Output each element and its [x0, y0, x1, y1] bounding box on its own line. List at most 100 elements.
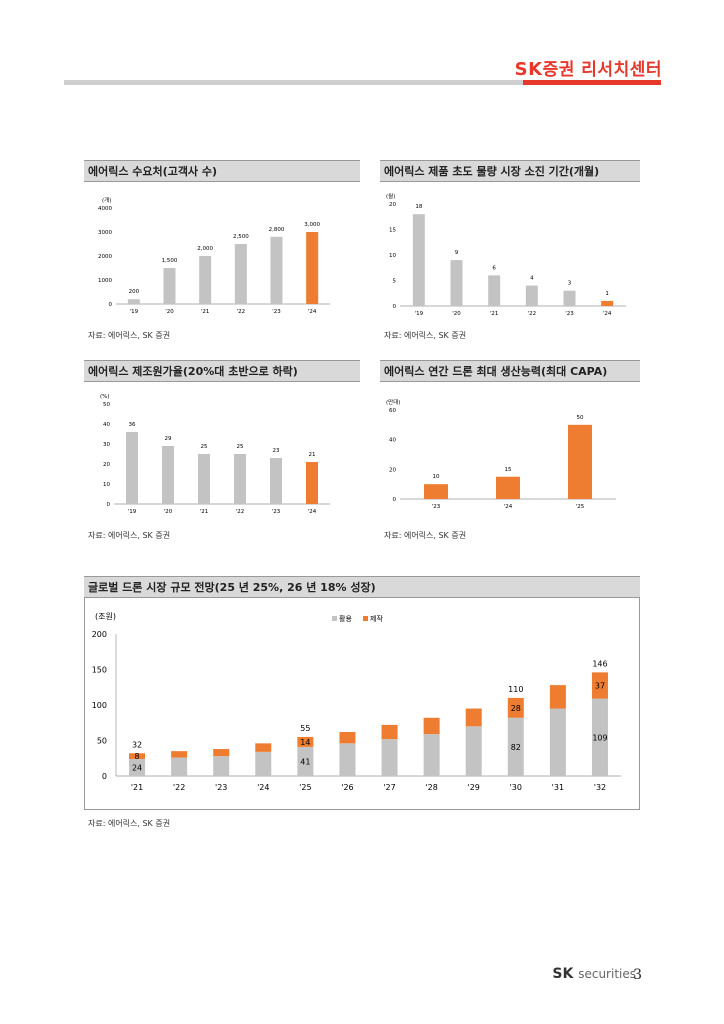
chart-customers: (개) 0 1000 2000 3000 4000 200 '19 1,500 '20 2,000 '… [98, 196, 330, 315]
source-cost: 자료: 에어릭스, SK 증권 [88, 531, 171, 540]
capa-xtick-1: '24 [504, 504, 513, 510]
cost-bar-0 [126, 432, 138, 504]
chart-sellout: (월) 0 5 10 15 20 18 '19 9 '20 6 '21 4 '22 3 '23 1 '24 [386, 192, 626, 317]
global-bar-production-3 [255, 743, 272, 752]
source-customers: 자료: 에어릭스, SK 증권 [88, 331, 171, 340]
capa-bar-0 [424, 484, 448, 499]
global-xtick-11: '32 [594, 783, 606, 792]
sellout-xtick-5: '24 [603, 311, 612, 317]
sellout-xtick-1: '20 [452, 311, 461, 317]
customers-label-2: 2,000 [197, 246, 213, 252]
source-sellout: 자료: 에어릭스, SK 증권 [384, 331, 467, 340]
sellout-bar-3 [525, 285, 538, 306]
global-label-usage-0: 24 [132, 763, 142, 772]
global-xtick-1: '22 [173, 783, 185, 792]
cost-bar-5 [306, 462, 318, 504]
sellout-bar-1 [450, 260, 463, 306]
global-label-total-4: 55 [300, 724, 310, 733]
sellout-ytick-0: 0 [393, 304, 397, 310]
global-bar-production-8 [465, 708, 482, 727]
cost-bar-1 [162, 446, 174, 504]
capa-xtick-2: '25 [576, 504, 585, 510]
capa-ytick-0: 0 [393, 497, 397, 503]
global-xtick-4: '25 [299, 783, 311, 792]
customers-ytick-1: 1000 [98, 278, 112, 284]
global-label-total-9: 110 [508, 685, 523, 694]
global-bar-production-5 [339, 731, 356, 744]
sellout-label-1: 9 [455, 250, 459, 256]
cost-xtick-2: '21 [200, 509, 209, 515]
sellout-label-2: 6 [492, 265, 496, 271]
cost-xtick-0: '19 [128, 509, 137, 515]
cost-bar-3 [234, 454, 246, 504]
capa-unit: (만대) [386, 398, 400, 406]
global-bar-usage-5 [339, 743, 356, 776]
global-label-production-4: 14 [300, 738, 310, 747]
legend-swatch-production [363, 616, 368, 621]
capa-bar-1 [496, 476, 520, 499]
global-xtick-0: '21 [131, 783, 143, 792]
customers-bar-4 [270, 236, 283, 304]
cost-ytick-0: 0 [107, 502, 111, 508]
cost-unit: (%) [100, 394, 110, 400]
customers-label-5: 3,000 [304, 222, 320, 228]
global-bar-usage-10 [549, 708, 566, 776]
capa-ytick-1: 20 [389, 467, 396, 473]
global-ytick-4: 200 [92, 630, 107, 639]
brand-logo: SK증권 리서치센터 [515, 55, 662, 80]
panel-title-global: 글로벌 드론 시장 규모 전망(25 년 25%, 26 년 18% 성장) [84, 576, 640, 598]
capa-label-0: 10 [433, 474, 440, 480]
global-bar-production-2 [213, 749, 230, 757]
sellout-ytick-1: 5 [393, 279, 397, 285]
global-bar-production-7 [423, 717, 440, 735]
global-bar-production-9 [507, 697, 524, 718]
global-ytick-1: 50 [97, 737, 107, 746]
cost-xtick-1: '20 [164, 509, 173, 515]
customers-label-1: 1,500 [162, 258, 178, 264]
global-label-production-9: 28 [511, 704, 521, 713]
sellout-ytick-4: 20 [389, 202, 396, 208]
global-bar-usage-3 [255, 751, 272, 776]
footer-logo-securities: securities [578, 967, 636, 981]
global-bar-usage-2 [213, 756, 230, 776]
global-xtick-5: '26 [341, 783, 353, 792]
global-label-usage-4: 41 [300, 757, 310, 766]
global-bar-production-6 [381, 724, 398, 740]
cost-ytick-4: 40 [103, 422, 110, 428]
source-global: 자료: 에어릭스, SK 증권 [88, 819, 171, 828]
customers-bar-3 [234, 244, 247, 304]
global-ytick-2: 100 [92, 701, 107, 710]
global-xtick-2: '23 [215, 783, 227, 792]
customers-label-3: 2,500 [233, 234, 249, 240]
capa-label-2: 50 [577, 415, 584, 421]
panel-title-cost: 에어릭스 제조원가율(20%대 초반으로 하락) [84, 360, 360, 382]
legend-label-usage: 활용 [339, 614, 352, 623]
cost-label-3: 25 [237, 444, 244, 450]
customers-bar-2 [199, 256, 212, 304]
source-capa: 자료: 에어릭스, SK 증권 [384, 531, 467, 540]
customers-bar-0 [127, 299, 140, 304]
global-bar-usage-7 [423, 734, 440, 776]
global-chart-frame [84, 598, 640, 810]
customers-bar-5 [306, 232, 319, 304]
global-bar-usage-9 [507, 717, 524, 776]
global-bar-production-1 [171, 751, 188, 758]
global-bar-usage-0 [129, 758, 146, 776]
sellout-bar-0 [412, 214, 425, 306]
footer-logo-sk: SK [552, 966, 574, 982]
global-bar-usage-6 [381, 739, 398, 776]
capa-ytick-3: 60 [389, 408, 396, 414]
customers-xtick-4: '23 [272, 309, 281, 315]
customers-bar-1 [163, 268, 176, 304]
global-bar-production-10 [549, 685, 566, 709]
customers-xtick-0: '19 [130, 309, 139, 315]
global-bar-production-4 [297, 736, 314, 747]
capa-xtick-0: '23 [432, 504, 441, 510]
customers-ytick-4: 4000 [98, 206, 112, 212]
cost-ytick-5: 50 [103, 402, 110, 408]
capa-bar-2 [568, 424, 592, 499]
global-bar-production-11 [591, 672, 608, 699]
global-label-production-0: 8 [134, 752, 139, 761]
global-label-production-11: 37 [595, 681, 605, 690]
capa-label-1: 15 [505, 467, 512, 473]
